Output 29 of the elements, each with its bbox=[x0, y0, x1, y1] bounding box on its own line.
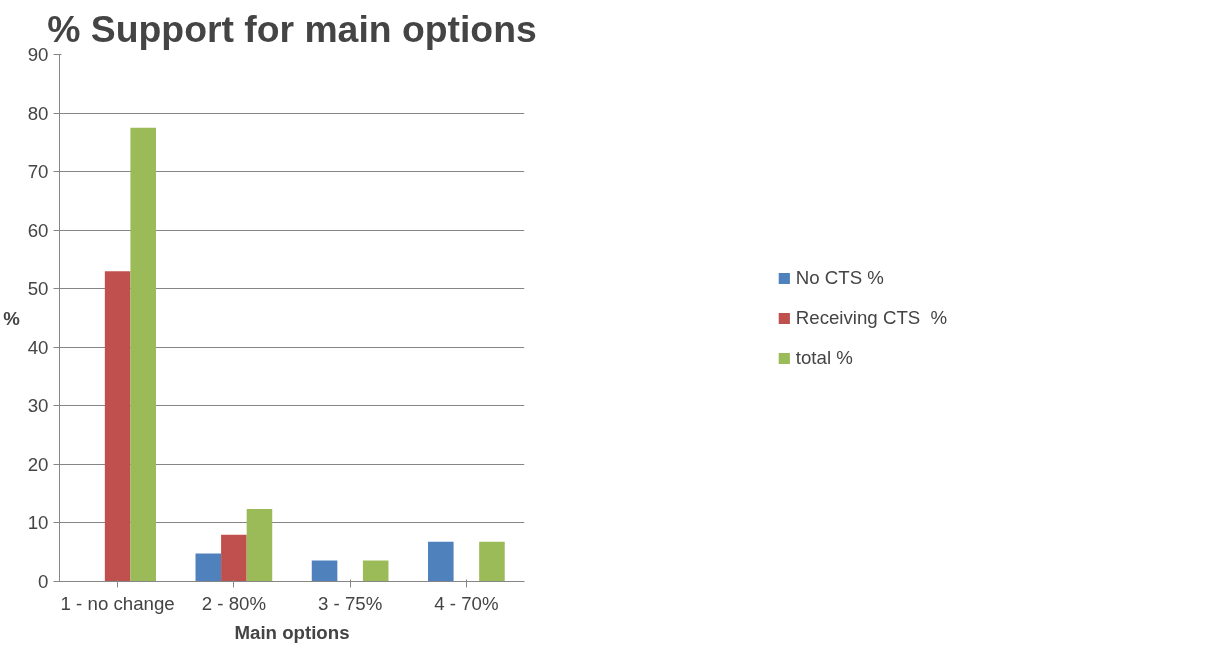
bar bbox=[130, 127, 156, 582]
y-tick-label: 30 bbox=[27, 395, 49, 417]
x-tick-label: 2 - 80% bbox=[201, 592, 267, 614]
x-axis-title: Main options bbox=[234, 621, 350, 643]
y-axis-title: % bbox=[3, 307, 21, 329]
y-tick-label: 90 bbox=[27, 44, 49, 65]
legend-label: No CTS % bbox=[795, 266, 884, 289]
bar bbox=[221, 534, 247, 582]
legend-label: total % bbox=[795, 346, 853, 369]
y-tick-label: 60 bbox=[27, 219, 49, 241]
y-tick-label: 0 bbox=[38, 571, 49, 592]
bar bbox=[246, 508, 273, 582]
y-tick-label: 20 bbox=[27, 453, 49, 475]
bar bbox=[362, 560, 389, 582]
bar bbox=[311, 560, 338, 582]
bar bbox=[479, 541, 505, 582]
x-tick-label: 3 - 75% bbox=[317, 592, 383, 614]
bar bbox=[195, 553, 222, 582]
x-tick-label: 1 - no change bbox=[60, 592, 175, 614]
y-tick-label: 70 bbox=[27, 161, 49, 183]
x-tick-label: 4 - 70% bbox=[434, 592, 499, 614]
chart-title: % Support for main options bbox=[47, 7, 537, 50]
y-tick-label: 50 bbox=[27, 278, 49, 300]
legend-label: Receiving CTS % bbox=[795, 306, 948, 329]
bar bbox=[428, 541, 454, 582]
y-tick-label: 10 bbox=[27, 512, 49, 534]
y-tick-label: 40 bbox=[27, 336, 49, 358]
bar bbox=[104, 271, 131, 582]
y-tick-label: 80 bbox=[27, 102, 49, 124]
